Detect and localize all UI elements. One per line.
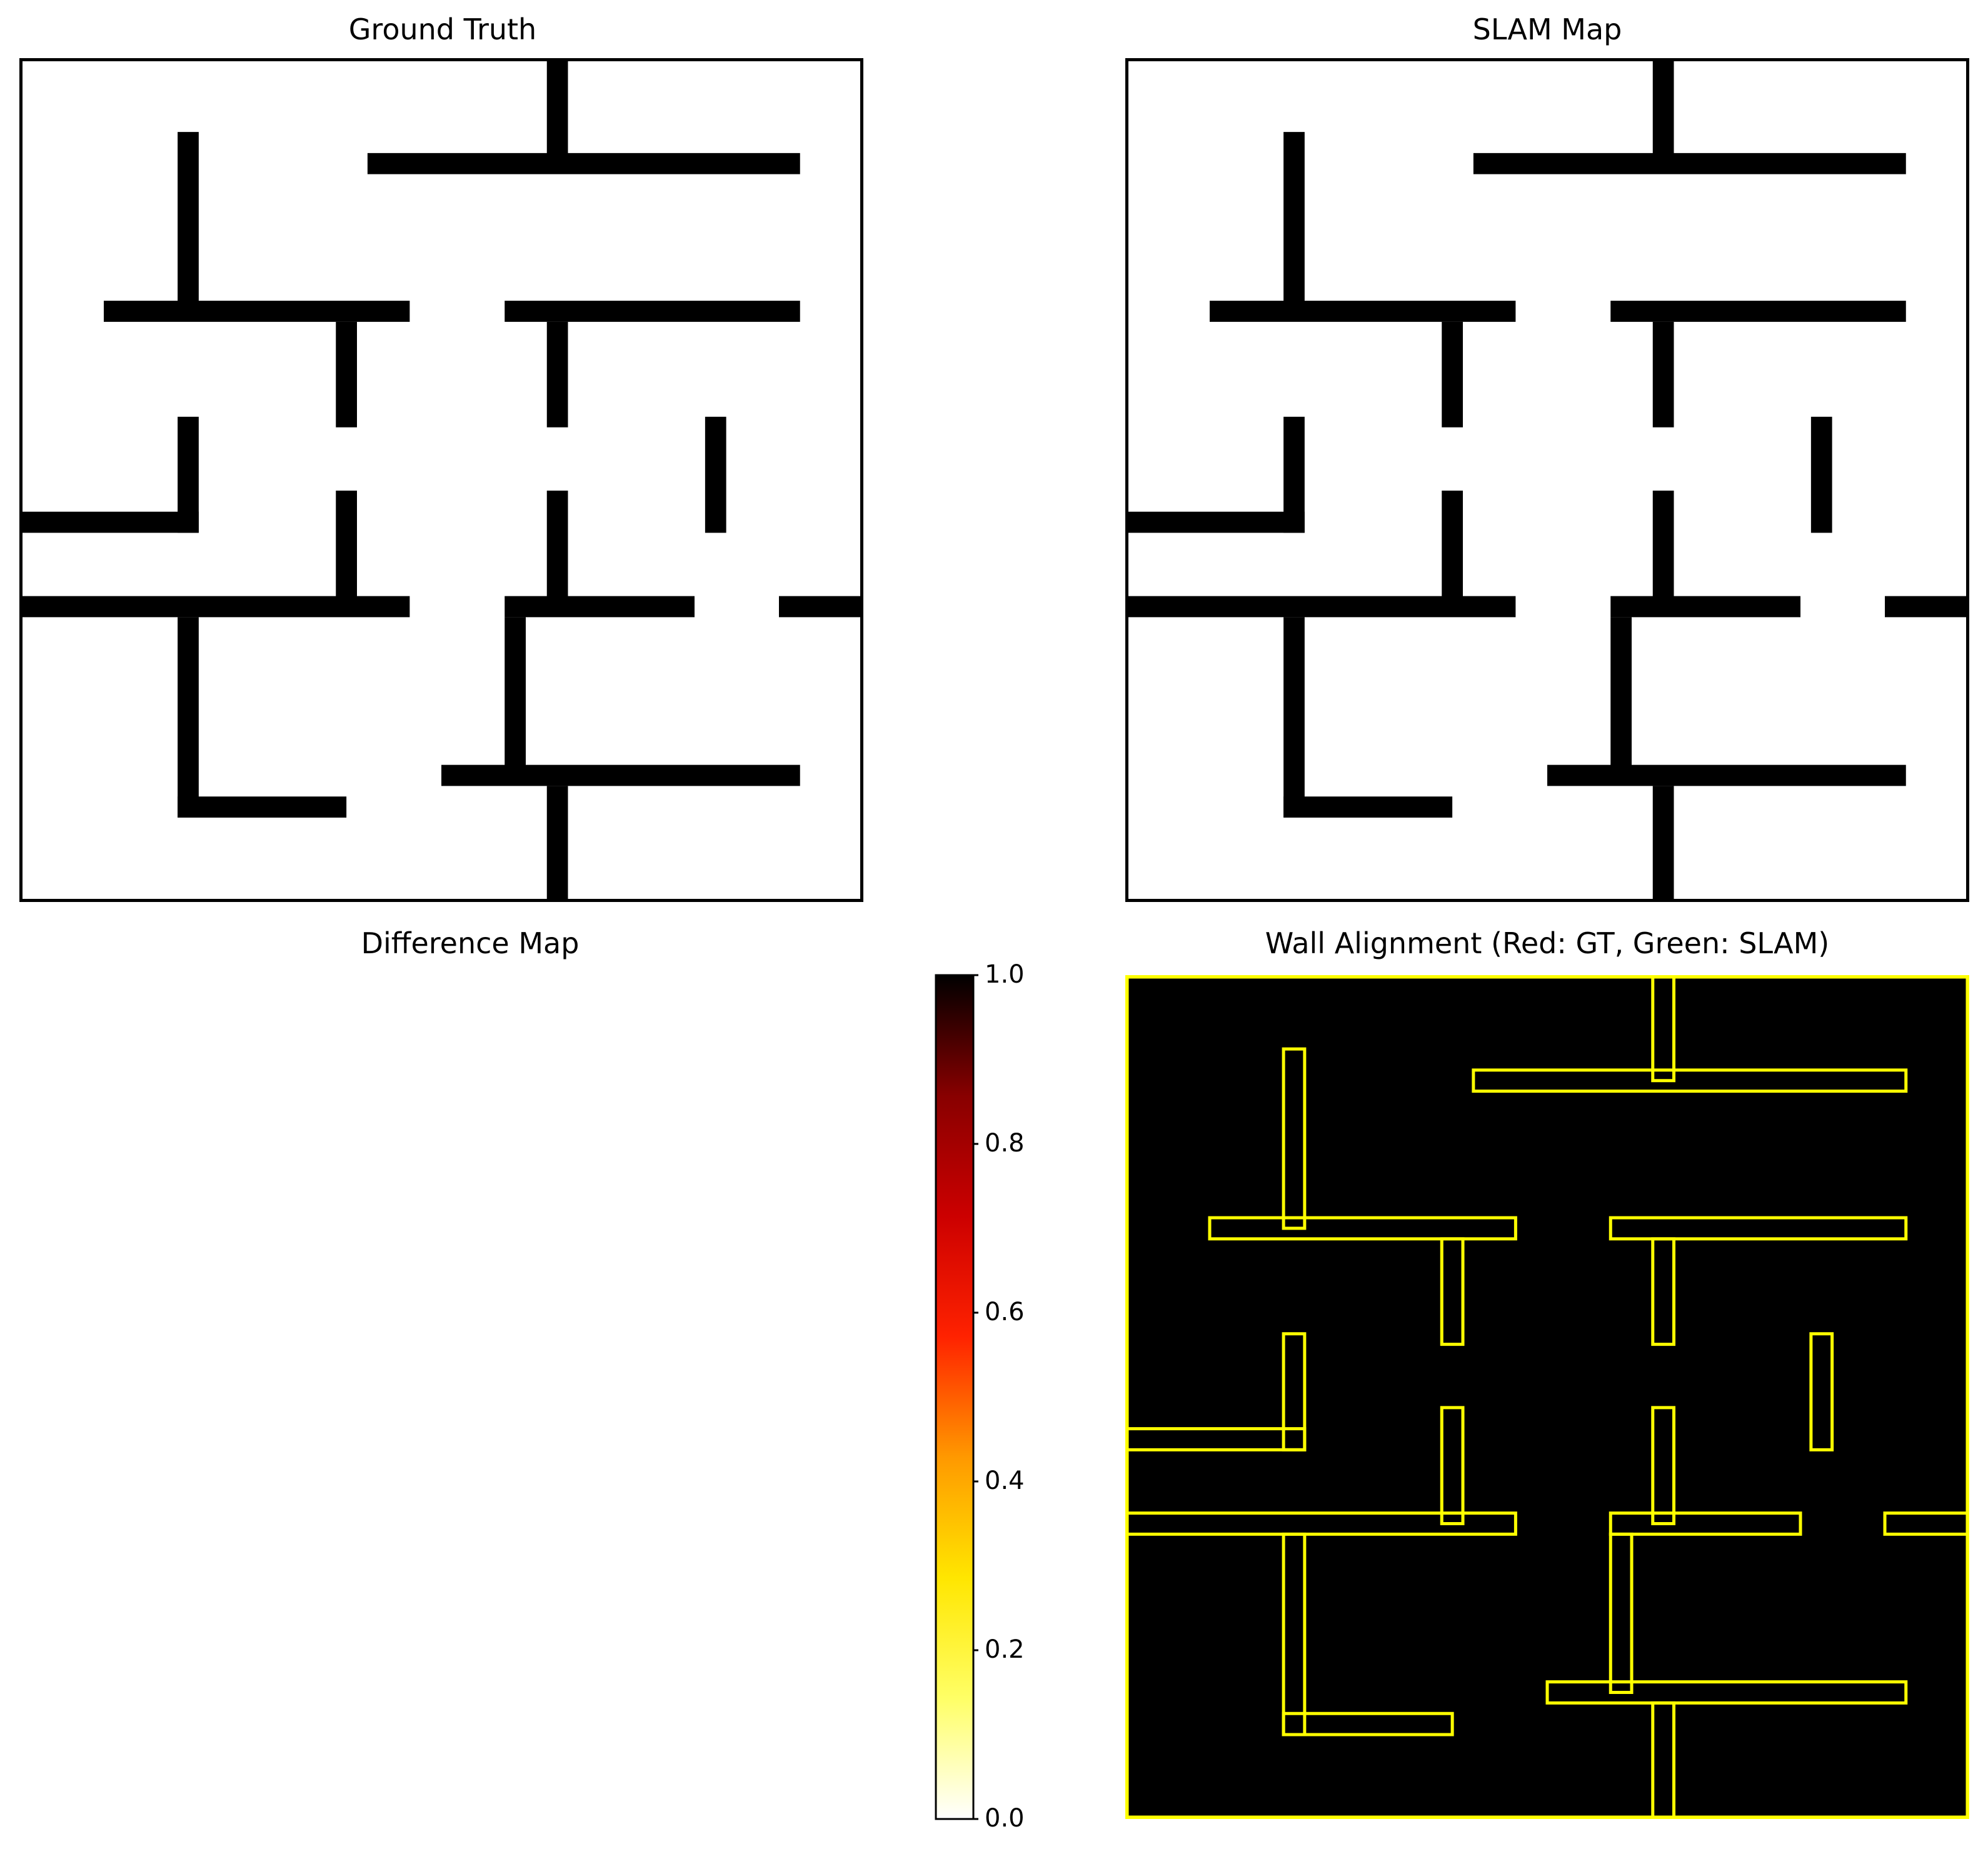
wall-segment	[1652, 490, 1674, 607]
wall-segment	[336, 321, 357, 428]
wall-segment	[1610, 617, 1632, 776]
wall-segment	[779, 596, 863, 618]
wall-outline	[1282, 1711, 1454, 1736]
wall-segment	[1442, 321, 1463, 428]
wall-segment	[1610, 596, 1800, 618]
wall-segment	[1810, 416, 1832, 533]
axes-frame	[1125, 58, 1969, 902]
wall-outline	[1440, 1237, 1465, 1346]
wall-outline	[1282, 1047, 1307, 1230]
ground-truth-map	[19, 58, 863, 902]
wall-outline	[1125, 1427, 1307, 1451]
wall-segment	[1442, 490, 1463, 607]
axes-frame	[19, 58, 863, 902]
wall-segment	[1652, 321, 1674, 428]
wall-segment	[1652, 58, 1674, 164]
wall-segment	[546, 58, 568, 164]
wall-segment	[505, 301, 800, 322]
colorbar-tick-label: 0.4	[985, 1466, 1025, 1495]
slam-title: SLAM Map	[1472, 13, 1622, 46]
wall-outline	[1651, 1701, 1675, 1819]
colorbar-body	[935, 974, 975, 1820]
wall-outline	[1651, 1406, 1675, 1525]
wall-segment	[1652, 786, 1674, 902]
wall-alignment-map	[1125, 975, 1969, 1819]
wall-segment	[367, 153, 800, 174]
colorbar-tick-label: 0.0	[985, 1804, 1025, 1833]
wall-outline	[1651, 975, 1675, 1083]
wall-segment	[705, 416, 726, 533]
wall-segment	[19, 596, 410, 618]
wall-segment	[1885, 596, 1969, 618]
wall-segment	[505, 617, 526, 776]
colorbar-tick-label: 0.6	[985, 1298, 1025, 1326]
wall-segment	[546, 490, 568, 607]
wall-outline	[1125, 1511, 1517, 1536]
wall-outline	[1809, 1332, 1834, 1451]
wall-segment	[1473, 153, 1906, 174]
slam-map	[1125, 58, 1969, 902]
wall-outline	[1609, 1532, 1634, 1694]
colorbar-tick-label: 0.8	[985, 1129, 1025, 1158]
wall-segment	[546, 786, 568, 902]
alignment-background	[1125, 975, 1969, 1819]
wall-segment	[1283, 132, 1305, 311]
wall-outline	[1440, 1406, 1465, 1525]
wall-outline	[1609, 1216, 1908, 1241]
wall-segment	[1610, 301, 1906, 322]
wall-segment	[336, 490, 357, 607]
wall-segment	[1210, 301, 1516, 322]
wall-outline	[1472, 1068, 1908, 1093]
wall-segment	[19, 511, 199, 533]
wall-segment	[178, 132, 199, 311]
wall-segment	[505, 596, 695, 618]
colorbar	[935, 974, 978, 1820]
wall-segment	[178, 796, 347, 818]
wall-segment	[441, 764, 800, 786]
colorbar-tick-label: 1.0	[985, 960, 1025, 989]
wall-segment	[104, 301, 410, 322]
wall-outline	[1609, 1511, 1802, 1536]
diff-title: Difference Map	[361, 926, 580, 960]
wall-segment	[178, 617, 199, 818]
wall-segment	[1125, 596, 1516, 618]
difference-map	[19, 975, 863, 1819]
gt-title: Ground Truth	[348, 13, 537, 46]
wall-outline	[1651, 1237, 1675, 1346]
align-title: Wall Alignment (Red: GT, Green: SLAM)	[1265, 926, 1830, 960]
wall-segment	[1283, 617, 1305, 818]
colorbar-tick-label: 0.2	[985, 1635, 1025, 1664]
wall-outline	[1208, 1216, 1517, 1241]
boundary-outline	[1125, 975, 1969, 1819]
wall-segment	[1125, 511, 1305, 533]
wall-segment	[1547, 764, 1906, 786]
wall-outline	[1883, 1511, 1969, 1536]
wall-outline	[1545, 1680, 1908, 1705]
wall-segment	[1283, 796, 1453, 818]
wall-segment	[546, 321, 568, 428]
